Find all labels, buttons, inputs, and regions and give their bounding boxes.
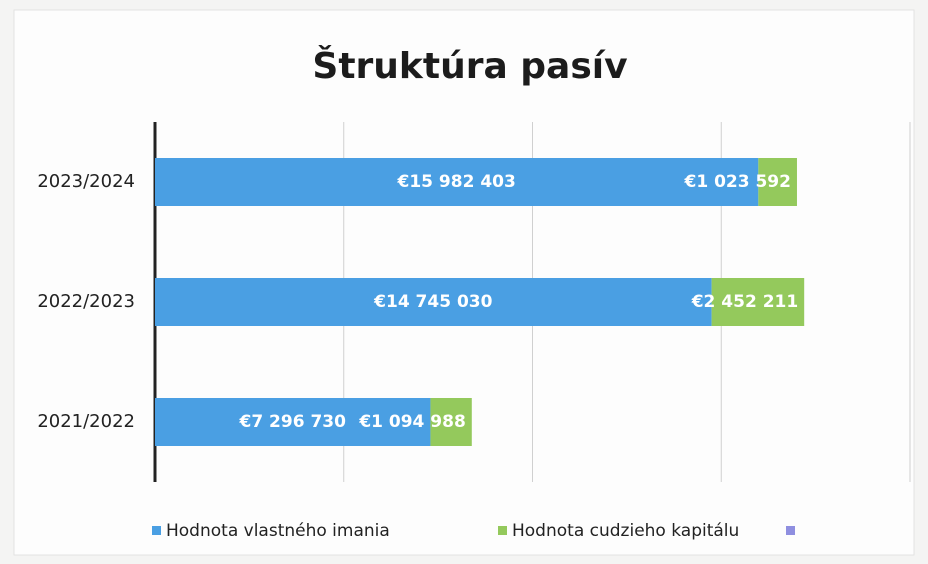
bar (155, 398, 431, 446)
y-tick-label: 2023/2024 (37, 171, 135, 192)
legend-swatch (498, 526, 507, 535)
bar (711, 278, 805, 326)
legend-swatch (786, 526, 795, 535)
bar (155, 158, 759, 206)
data-label: €14 745 030 (373, 292, 492, 312)
data-label: €1 094 988 (358, 412, 465, 432)
legend-label: Hodnota cudzieho kapitálu (512, 521, 739, 541)
bar (758, 158, 797, 206)
data-label: €2 452 211 (691, 292, 798, 312)
y-tick-label: 2021/2022 (37, 411, 135, 432)
data-label: €7 296 730 (238, 412, 346, 432)
data-label: €1 023 592 (684, 172, 791, 192)
legend-label: Hodnota vlastného imania (166, 521, 390, 541)
bar (430, 398, 472, 446)
legend-swatch (152, 526, 161, 535)
chart-title: Štruktúra pasív (312, 45, 627, 87)
bar (155, 278, 712, 326)
data-label: €15 982 403 (397, 172, 516, 192)
y-tick-label: 2022/2023 (37, 291, 135, 312)
